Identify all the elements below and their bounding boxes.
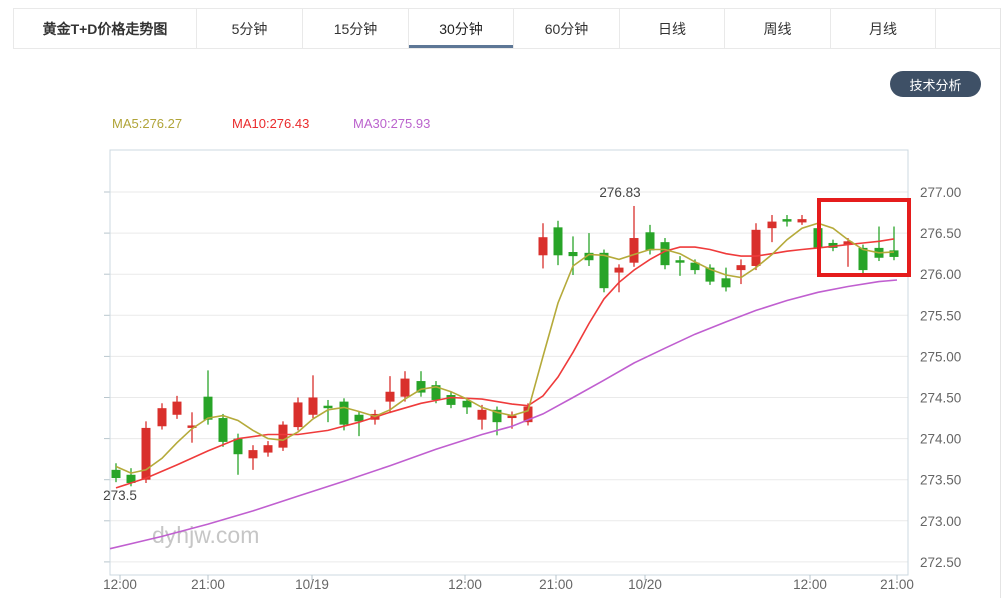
candle [339,398,349,431]
svg-text:21:00: 21:00 [539,577,573,592]
candle [218,413,228,447]
ma10-legend-value: MA10:276.43 [232,116,310,131]
plot-border [109,149,909,576]
candle [660,238,670,270]
tab-label: 日线 [658,20,686,37]
y-grid-and-labels: 277.00 276.50 276.00 275.50 275.00 274.50 274.… [104,185,961,570]
tab-chart-title[interactable]: 黄金T+D价格走势图 [13,9,196,48]
svg-text:273.50: 273.50 [920,473,961,488]
candle [462,397,472,414]
candle [767,215,777,243]
svg-text:273.00: 273.00 [920,514,961,529]
tab-label: 60分钟 [544,20,589,37]
candle [385,376,395,414]
timeframe-tabs: 黄金T+D价格走势图 5分钟 15分钟 30分钟 60分钟 日线 周线 月线 [13,8,1000,49]
tab-5min[interactable]: 5分钟 [196,9,302,48]
candle [431,381,441,404]
svg-text:276.50: 276.50 [920,226,961,241]
candle [584,233,594,266]
candle [751,223,761,271]
tab-label: 周线 [763,20,792,37]
candle [523,403,533,426]
candle [889,226,899,261]
candle [278,421,288,451]
candle [111,463,121,483]
x-axis-labels: 12:00 21:00 10/19 12:00 21:00 10/20 12:00 21:00 [103,575,914,592]
candle [874,226,884,262]
candle [721,267,731,292]
tab-label: 5分钟 [231,20,268,37]
candle [629,205,639,267]
ma10-line [115,238,895,489]
candle [477,404,487,430]
candle [828,239,838,252]
candle [568,236,578,276]
ma30-legend-value: MA30:275.93 [353,116,431,131]
ma30-line [109,279,898,550]
highlight-box [817,198,911,277]
tab-weekly[interactable]: 周线 [724,9,830,48]
svg-text:275.50: 275.50 [920,308,961,323]
candle [705,264,715,285]
candle [538,223,548,269]
tab-60min[interactable]: 60分钟 [513,9,619,48]
candle [446,391,456,409]
tab-label: 月线 [869,20,897,37]
price-annotations: 276.83 273.5 [103,185,641,503]
candle [843,238,853,267]
tab-monthly[interactable]: 月线 [830,9,936,48]
svg-text:275.00: 275.00 [920,349,961,364]
candle [248,445,258,470]
tab-daily[interactable]: 日线 [619,9,724,48]
svg-text:272.50: 272.50 [920,555,961,570]
svg-text:12:00: 12:00 [793,577,827,592]
candles [111,205,899,487]
candle [797,215,807,225]
candle [293,397,303,431]
ma5-line [115,222,895,474]
candle [308,375,318,419]
candle [141,421,151,483]
svg-text:21:00: 21:00 [191,577,225,592]
svg-text:276.00: 276.00 [920,267,961,282]
svg-text:10/20: 10/20 [628,577,662,592]
candle [599,249,609,293]
candle [416,371,426,397]
tab-label: 黄金T+D价格走势图 [42,20,168,37]
candle [354,411,364,437]
svg-text:277.00: 277.00 [920,185,961,200]
tab-30min[interactable]: 30分钟 [408,9,513,48]
panel-right-border [1000,8,1001,598]
ma5-legend-value: MA5:276.27 [112,116,183,131]
svg-text:276.83: 276.83 [599,185,640,200]
svg-text:274.50: 274.50 [920,391,961,406]
svg-text:274.00: 274.00 [920,432,961,447]
candle [157,403,167,430]
candle [736,259,746,285]
svg-text:10/19: 10/19 [295,577,329,592]
tab-label: 30分钟 [439,20,483,37]
candle [782,215,792,227]
technical-analysis-button[interactable]: 技术分析 [890,71,981,97]
candle [675,256,685,276]
ma-legend: MA5:276.27 MA10:276.43 MA30:275.93 [0,116,1007,132]
candle [172,395,182,419]
candle [263,441,273,457]
svg-text:12:00: 12:00 [448,577,482,592]
candle [614,264,624,293]
svg-text:273.5: 273.5 [103,488,137,503]
candle [203,370,213,425]
candle [553,220,563,266]
svg-text:12:00: 12:00 [103,577,137,592]
candle [400,371,410,402]
candle [323,399,333,423]
candle [233,433,243,475]
tab-15min[interactable]: 15分钟 [302,9,408,48]
tab-label: 15分钟 [333,20,378,37]
svg-text:21:00: 21:00 [880,577,914,592]
candle [187,412,197,443]
